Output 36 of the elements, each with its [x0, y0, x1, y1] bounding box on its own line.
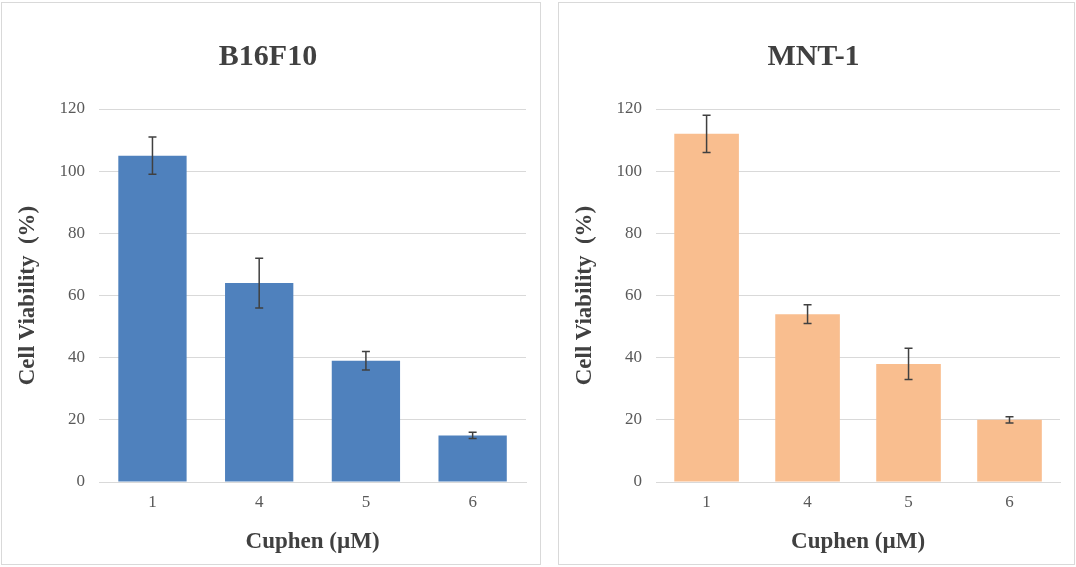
bar: [876, 363, 941, 482]
y-tick-label: 120: [616, 98, 643, 118]
y-tick-label: 80: [625, 222, 643, 242]
chart-title: B16F10: [218, 37, 318, 71]
y-tick-label: 40: [68, 347, 86, 367]
y-tick-label: 80: [68, 222, 86, 242]
x-tick-label: 5: [361, 491, 371, 511]
x-tick-label: 5: [904, 491, 913, 511]
y-tick-label: 0: [76, 471, 86, 491]
y-tick-label: 120: [59, 98, 86, 118]
x-tick-label: 6: [468, 491, 477, 511]
y-tick-label: 60: [625, 284, 643, 304]
bar: [775, 314, 840, 482]
bar: [118, 155, 187, 482]
y-tick-label: 0: [633, 471, 643, 491]
bar: [225, 283, 294, 482]
bar: [674, 133, 739, 482]
x-axis-title: Cuphen (µM): [245, 528, 380, 554]
x-tick-label: 1: [148, 491, 157, 511]
bar: [438, 435, 507, 482]
y-axis-title: Cell Viability (%): [570, 205, 596, 386]
x-tick-label: 1: [702, 491, 711, 511]
x-tick-label: 4: [254, 491, 264, 511]
y-tick-label: 20: [68, 409, 86, 429]
x-tick-label: 4: [803, 491, 813, 511]
bar: [331, 360, 401, 482]
y-tick-label: 20: [625, 409, 643, 429]
y-axis-title: Cell Viability (%): [13, 205, 39, 386]
x-axis-title: Cuphen (µM): [791, 528, 926, 554]
y-tick-label: 100: [616, 160, 643, 180]
y-tick-label: 60: [68, 284, 86, 304]
y-tick-label: 40: [625, 347, 643, 367]
y-tick-label: 100: [59, 160, 86, 180]
chart-title: MNT-1: [767, 37, 860, 71]
bar: [977, 419, 1042, 482]
x-tick-label: 6: [1005, 491, 1014, 511]
